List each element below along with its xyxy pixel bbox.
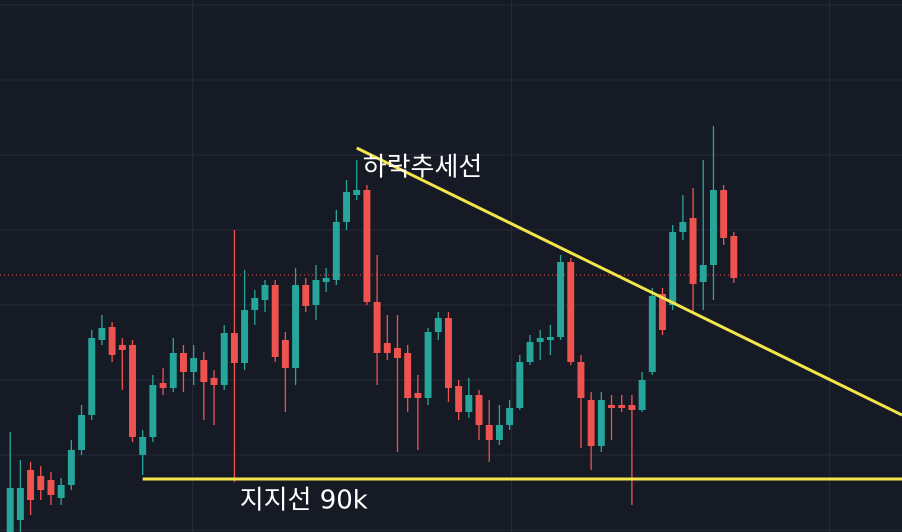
candle-body [271,285,279,357]
candle-body [455,386,463,412]
candle-body [618,405,626,408]
candle-body [220,333,228,385]
candle-body [159,383,167,388]
candle-body [587,400,595,446]
candle-body [536,338,544,342]
candle-body [241,310,249,363]
candle-body [16,488,24,520]
candle-body [57,485,65,498]
candle-body [648,296,656,372]
candle-body [98,328,106,340]
candle-body [149,385,157,437]
candle-body [27,470,35,500]
candle-body [709,190,717,265]
candle-body [414,393,422,398]
candle-body [638,380,646,410]
candle-body [302,285,310,306]
candle-body [322,278,330,282]
candle-body [108,327,116,355]
candle-body [628,405,636,410]
candle-body [47,480,55,495]
candle-body [669,232,677,305]
candle-body [689,218,697,284]
candle-body [343,192,350,222]
candle-body [179,353,187,372]
candle-body [118,345,126,350]
candle-body [485,425,493,440]
candle-body [434,318,442,332]
candle-body [251,298,259,310]
candle-body [424,332,432,398]
candle-body [67,450,75,485]
candle-body [230,333,238,363]
candle-body [659,294,666,330]
candle-body [292,285,300,368]
candle-body [383,343,391,353]
candle-body [444,318,452,388]
candle-body [394,348,401,358]
candle-body [353,190,361,195]
candle-body [557,262,565,337]
candle-body [88,338,96,415]
candle-body [261,285,269,300]
candle-body [281,340,289,368]
candle-body [332,222,340,280]
candle-body [546,337,554,340]
candle-body [516,362,524,408]
candle-body [312,280,320,305]
candle-body [404,353,412,398]
candle-body [699,265,707,282]
candle-body [139,437,147,455]
candle-body [567,262,575,362]
candle-body [363,190,371,302]
annotation-label: 지지선 90k [240,486,368,516]
candle-body [526,342,534,362]
candle-body [608,405,615,408]
candle-body [679,222,687,232]
candle-body [597,400,605,446]
candle-body [730,236,738,278]
candle-body [6,488,14,532]
candle-body [200,360,208,382]
candle-body [720,190,728,238]
candle-body [210,378,218,385]
candle-body [169,353,177,388]
candle-body [495,425,503,440]
candle-body [373,302,381,353]
candle-body [129,345,136,437]
candle-body [465,395,473,412]
candle-body [37,476,45,490]
candle-body [190,358,198,372]
annotation-label: 하락추세선 [363,153,483,183]
candle-body [78,415,86,450]
candle-body [475,395,483,425]
candle-body [577,362,585,398]
annotation-line [356,146,902,417]
candle-body [506,408,514,425]
